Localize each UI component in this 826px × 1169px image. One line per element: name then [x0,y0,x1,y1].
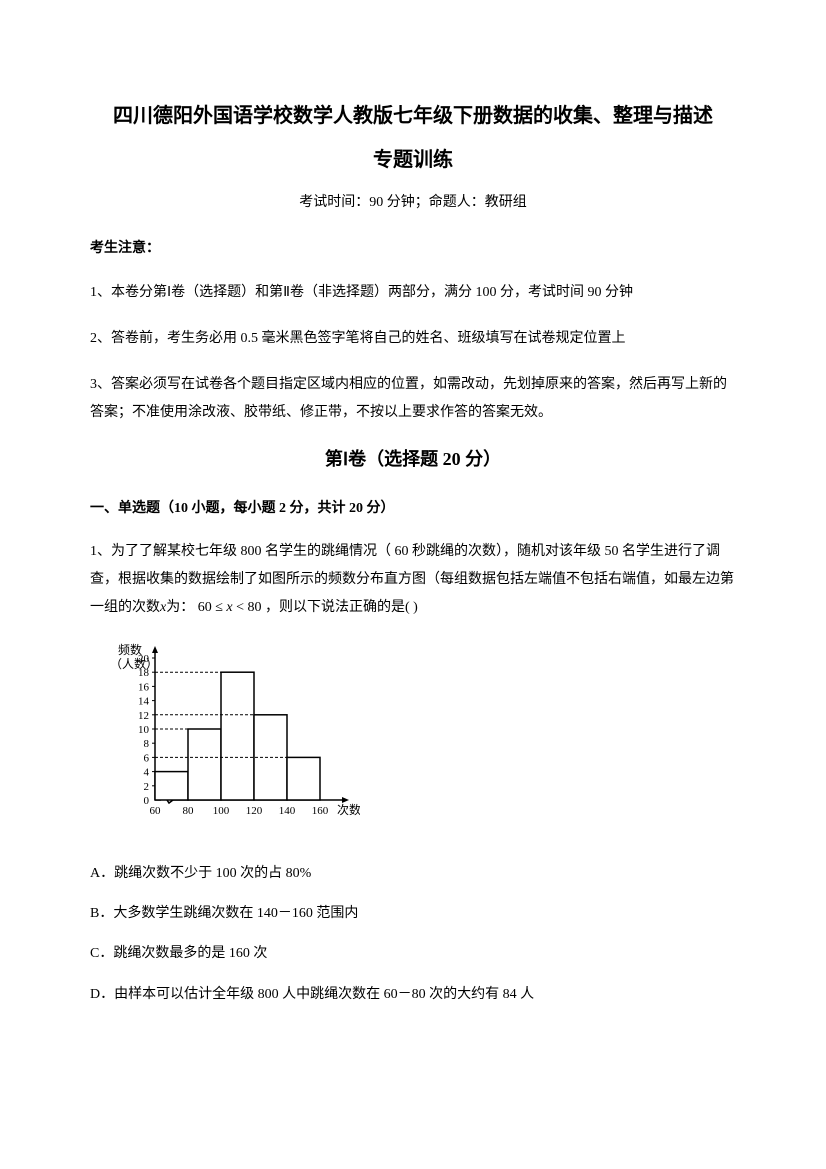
svg-text:160: 160 [312,805,329,817]
document-title-line2: 专题训练 [90,144,736,176]
svg-text:20: 20 [138,653,150,665]
option-d: D．由样本可以估计全年级 800 人中跳绳次数在 60－80 次的大约有 84 … [90,984,736,1006]
histogram-svg: 频数（人数）246810121416182006080100120140160次… [100,640,360,830]
q1-suffix: < 80 ，则以下说法正确的是( ) [233,600,418,615]
svg-text:8: 8 [144,738,150,750]
option-b: B．大多数学生跳绳次数在 140－160 范围内 [90,903,736,925]
histogram-chart: 频数（人数）246810121416182006080100120140160次… [100,640,736,839]
svg-text:80: 80 [183,805,195,817]
svg-text:4: 4 [144,767,150,779]
option-a: A．跳绳次数不少于 100 次的占 80% [90,863,736,885]
exam-info: 考试时间：90 分钟；命题人：教研组 [90,192,736,214]
svg-text:60: 60 [150,805,162,817]
svg-text:18: 18 [138,667,150,679]
svg-text:10: 10 [138,724,150,736]
svg-text:140: 140 [279,805,296,817]
q1-middle: 为： 60 ≤ [166,600,226,615]
question-type: 一、单选题（10 小题，每小题 2 分，共计 20 分） [90,498,736,520]
svg-text:2: 2 [144,781,150,793]
document-title-line1: 四川德阳外国语学校数学人教版七年级下册数据的收集、整理与描述 [90,100,736,132]
svg-text:6: 6 [144,752,150,764]
section-header: 第Ⅰ卷（选择题 20 分） [90,445,736,474]
notice-header: 考生注意： [90,238,736,260]
svg-text:16: 16 [138,681,150,693]
svg-text:（人数）: （人数） [110,656,158,671]
notice-item-2: 2、答卷前，考生务必用 0.5 毫米黑色签字笔将自己的姓名、班级填写在试卷规定位… [90,325,736,353]
question-1-text: 1、为了了解某校七年级 800 名学生的跳绳情况（ 60 秒跳绳的次数），随机对… [90,538,736,622]
svg-text:14: 14 [138,696,150,708]
svg-text:120: 120 [246,805,263,817]
option-c: C．跳绳次数最多的是 160 次 [90,943,736,965]
svg-text:100: 100 [213,805,230,817]
notice-item-3: 3、答案必须写在试卷各个题目指定区域内相应的位置，如需改动，先划掉原来的答案，然… [90,371,736,427]
svg-text:12: 12 [138,710,149,722]
svg-text:次数: 次数 [337,802,360,817]
notice-item-1: 1、本卷分第Ⅰ卷（选择题）和第Ⅱ卷（非选择题）两部分，满分 100 分，考试时间… [90,279,736,307]
